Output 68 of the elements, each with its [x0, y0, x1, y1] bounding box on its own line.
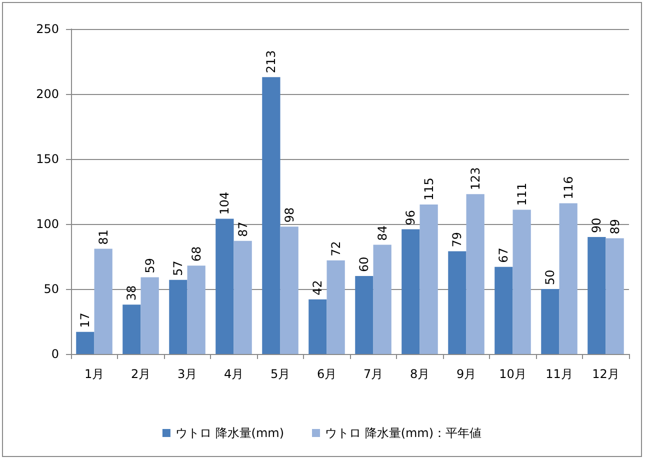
x-tick-label: 11月 — [546, 367, 573, 381]
y-tick-label: 150 — [36, 152, 59, 166]
data-label: 42 — [310, 280, 325, 296]
y-tick-label: 200 — [36, 87, 59, 101]
bar — [216, 218, 234, 354]
bar — [308, 299, 327, 354]
bar — [262, 77, 280, 354]
x-tick-label: 6月 — [316, 367, 337, 381]
data-label: 50 — [543, 270, 558, 285]
data-label: 67 — [496, 248, 511, 263]
bar — [234, 240, 252, 354]
bar — [420, 204, 438, 354]
data-label: 57 — [171, 260, 186, 276]
x-tick-label: 3月 — [177, 367, 198, 381]
x-tick-label: 5月 — [270, 367, 290, 381]
bar — [94, 248, 112, 354]
data-label: 87 — [236, 222, 250, 237]
data-label: 104 — [218, 192, 232, 215]
data-label: 81 — [96, 229, 110, 245]
bar — [326, 260, 345, 354]
x-tick-label: 7月 — [363, 367, 384, 381]
x-tick-label: 12月 — [592, 367, 620, 381]
bar — [402, 229, 420, 354]
data-label: 84 — [375, 226, 390, 241]
data-label: 68 — [189, 246, 204, 262]
bar — [373, 244, 392, 354]
bar — [559, 203, 578, 354]
bar — [169, 280, 188, 354]
x-tick-label: 1月 — [84, 367, 104, 381]
x-tick-label: 8月 — [410, 367, 430, 381]
data-label: 79 — [450, 232, 464, 248]
y-tick-label: 100 — [36, 217, 59, 231]
y-tick-label: 250 — [36, 22, 59, 36]
bar — [512, 210, 531, 354]
data-label: 17 — [78, 312, 92, 328]
bar — [494, 266, 513, 354]
bar — [187, 266, 206, 354]
legend-label: ウトロ 降水量(mm)：平年値 — [325, 426, 482, 440]
bar — [280, 226, 298, 354]
data-label: 115 — [422, 178, 436, 200]
x-tick-label: 10月 — [499, 367, 526, 381]
bar — [466, 194, 484, 354]
data-label: 90 — [590, 218, 604, 233]
bar — [541, 289, 560, 354]
bar — [355, 276, 374, 354]
x-tick-label: 2月 — [130, 367, 151, 381]
data-label: 89 — [608, 219, 622, 234]
data-label: 98 — [282, 207, 296, 223]
data-label: 60 — [357, 256, 372, 272]
bar — [606, 238, 624, 354]
legend-label: ウトロ 降水量(mm) — [175, 426, 284, 440]
x-tick-label: 4月 — [224, 367, 244, 381]
bar — [76, 332, 94, 354]
data-label: 72 — [328, 241, 343, 256]
data-label: 116 — [561, 176, 576, 200]
bar — [448, 251, 466, 354]
bar — [588, 237, 606, 354]
data-label: 38 — [124, 285, 139, 301]
data-label: 96 — [404, 210, 418, 226]
y-tick-label: 0 — [51, 347, 59, 361]
data-label: 59 — [142, 258, 157, 274]
data-label: 111 — [514, 182, 529, 206]
data-label: 123 — [468, 167, 482, 190]
bar — [140, 277, 159, 354]
y-tick-label: 50 — [44, 282, 59, 296]
data-label: 213 — [264, 50, 278, 74]
bar — [122, 304, 141, 354]
x-tick-label: 9月 — [456, 367, 476, 381]
